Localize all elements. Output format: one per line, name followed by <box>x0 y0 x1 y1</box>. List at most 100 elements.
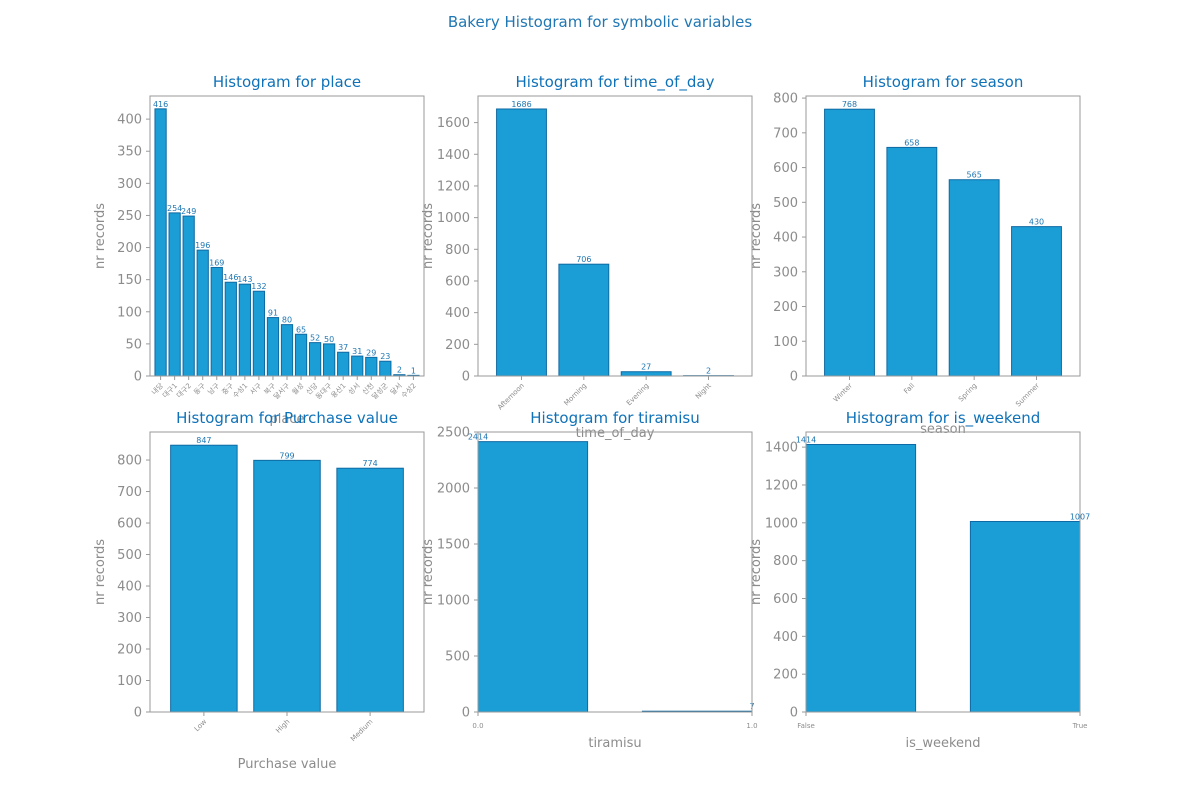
bar <box>824 108 875 377</box>
y-tick-label: 2000 <box>437 482 470 497</box>
x-tick-label: 수성1 <box>231 381 250 400</box>
chart-panel-1: Histogram for place050100150200250300350… <box>93 73 425 427</box>
bar-value-label: 768 <box>842 100 857 109</box>
x-axis-label: time_of_day <box>576 426 655 441</box>
y-tick-label: 0 <box>462 370 470 385</box>
y-axis-label: nr records <box>93 203 108 269</box>
bar <box>170 444 238 713</box>
y-tick-label: 250 <box>117 209 142 224</box>
x-axis-label: season <box>920 422 966 437</box>
bar <box>886 146 938 377</box>
chart-panel-5: Histogram for tiramisu 0 500 1000 1500 2000 25… <box>421 409 758 751</box>
axes-frame <box>477 95 753 377</box>
x-tick-label: True <box>1072 722 1088 730</box>
bar-value-label: 774 <box>362 459 377 468</box>
y-tick-label: 800 <box>117 454 142 469</box>
bar <box>308 342 322 377</box>
y-tick-label: 600 <box>445 274 470 289</box>
x-tick-label: False <box>797 722 815 730</box>
chart-title: Histogram for season <box>863 73 1024 91</box>
y-tick-label: 200 <box>773 300 798 315</box>
y-tick-label: 2500 <box>437 426 470 441</box>
x-tick-label: Medium <box>349 718 375 744</box>
y-tick-label: 50 <box>125 337 142 352</box>
bar <box>196 249 209 377</box>
axes-frame <box>477 431 753 713</box>
x-tick-label: 대구1 <box>161 382 179 400</box>
bar-value-label: 65 <box>296 325 306 334</box>
bar-value-label: 27 <box>641 363 651 372</box>
bar <box>365 356 378 377</box>
y-tick-label: 200 <box>773 668 798 683</box>
bar <box>224 281 237 377</box>
y-tick-label: 0 <box>790 370 798 385</box>
x-tick-label: Low <box>193 718 209 734</box>
y-tick-label: 600 <box>773 161 798 176</box>
y-tick-label: 1000 <box>437 211 470 226</box>
y-tick-label: 600 <box>117 517 142 532</box>
bar <box>558 263 610 377</box>
x-axis-label: place <box>270 412 305 427</box>
y-tick-label: 1200 <box>437 179 470 194</box>
y-tick-label: 400 <box>773 630 798 645</box>
bar-value-label: 1 <box>411 366 416 375</box>
bar <box>252 290 266 377</box>
bar <box>805 443 917 713</box>
y-tick-label: 100 <box>117 674 142 689</box>
bar-value-label: 52 <box>310 334 320 343</box>
y-tick-label: 1600 <box>437 116 470 131</box>
figure-title: Bakery Histogram for symbolic variables <box>448 13 753 31</box>
bar-value-label: 50 <box>324 335 334 344</box>
bar-value-label: 143 <box>237 275 252 284</box>
bar <box>280 324 294 377</box>
bar-value-label: 2 <box>397 366 402 375</box>
y-tick-label: 1400 <box>765 441 798 456</box>
bar <box>238 283 251 377</box>
y-tick-label: 300 <box>773 265 798 280</box>
y-tick-label: 800 <box>445 243 470 258</box>
y-tick-label: 0 <box>790 706 798 721</box>
y-tick-label: 0 <box>134 370 142 385</box>
y-tick-label: 200 <box>117 241 142 256</box>
chart-panel-4: Histogram for Purchase value 0 100 200 300 40… <box>93 409 425 772</box>
axes-frame <box>805 431 1081 713</box>
y-tick-label: 300 <box>117 611 142 626</box>
x-axis-label: Purchase value <box>238 757 337 772</box>
chart-title: Histogram for tiramisu <box>530 409 699 427</box>
bar <box>154 108 167 377</box>
y-tick-label: 200 <box>117 643 142 658</box>
bar <box>253 459 321 713</box>
bar-value-label: 254 <box>167 204 182 213</box>
bar-value-label: 799 <box>279 451 294 460</box>
y-tick-label: 400 <box>445 306 470 321</box>
x-tick-label: 용산1 <box>329 381 348 400</box>
axes-frame <box>149 431 425 713</box>
y-tick-label: 200 <box>445 338 470 353</box>
bar <box>210 266 223 377</box>
bar <box>266 317 280 377</box>
y-tick-label: 0 <box>462 706 470 721</box>
bar-value-label: 847 <box>196 436 211 445</box>
bar-value-label: 565 <box>967 171 982 180</box>
bar-value-label: 31 <box>352 347 362 356</box>
y-tick-label: 600 <box>773 592 798 607</box>
x-tick-label: 1.0 <box>746 722 757 730</box>
x-tick-label: 달서구 <box>271 381 291 401</box>
x-tick-label: Summer <box>1014 382 1041 409</box>
y-tick-label: 1000 <box>765 516 798 531</box>
x-tick-label: 서구 <box>248 381 264 397</box>
y-tick-label: 100 <box>773 335 798 350</box>
bar-value-label: 37 <box>338 343 348 352</box>
bar-value-label: 146 <box>223 273 238 282</box>
bar <box>168 212 181 377</box>
axes-frame <box>149 95 425 377</box>
y-tick-label: 300 <box>117 177 142 192</box>
y-tick-label: 400 <box>773 231 798 246</box>
bar-value-label: 2 <box>706 367 711 376</box>
x-tick-label: Afternoon <box>496 382 526 412</box>
bar <box>496 108 547 377</box>
x-tick-label: 월성 <box>290 381 305 396</box>
x-tick-label: 성서 <box>346 381 361 396</box>
x-tick-label: Spring <box>957 382 979 404</box>
bar <box>337 351 350 377</box>
